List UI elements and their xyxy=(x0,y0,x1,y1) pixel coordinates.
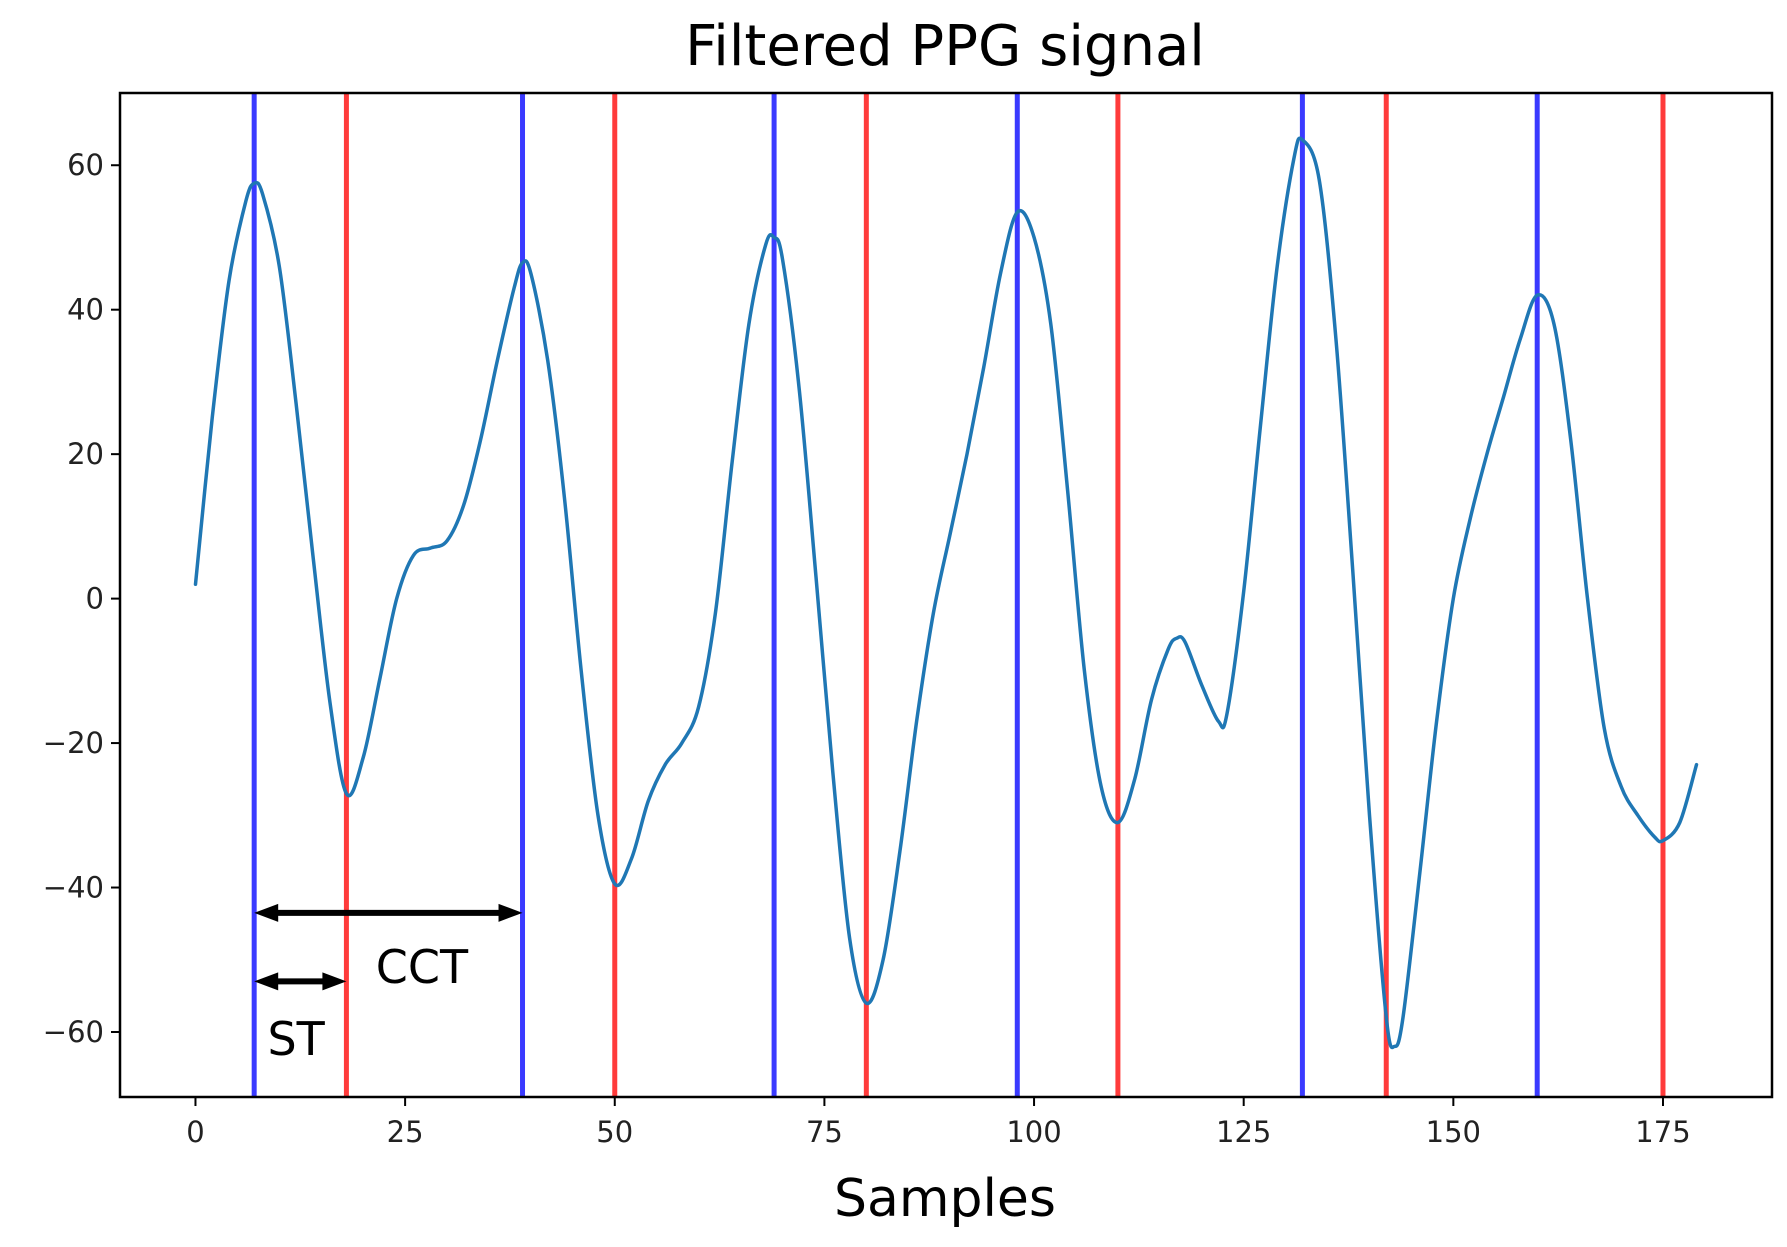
plot-inner xyxy=(193,93,1699,1097)
x-tick-label-6: 150 xyxy=(1426,1115,1481,1149)
cct-arrow-head-right xyxy=(498,903,523,922)
st-arrow-head-left xyxy=(254,972,279,991)
cct-arrow-head-left xyxy=(254,903,279,922)
annotations: CCT ST xyxy=(254,903,523,1066)
x-axis-label: Samples xyxy=(834,1169,1056,1229)
st-arrow-head-right xyxy=(322,972,347,991)
x-tick-label-4: 100 xyxy=(1006,1115,1061,1149)
y-tick-label-1: 40 xyxy=(67,293,104,327)
x-tick-label-7: 175 xyxy=(1635,1115,1690,1149)
cct-annotation: CCT xyxy=(254,903,523,994)
chart-title: Filtered PPG signal xyxy=(685,14,1205,79)
x-tick-label-3: 75 xyxy=(806,1115,843,1149)
y-tick-label-3: 0 xyxy=(86,582,104,616)
cct-label: CCT xyxy=(376,940,469,994)
x-tick-label-2: 50 xyxy=(596,1115,633,1149)
axis-ticks: 0 25 50 75 100 125 150 175 60 40 20 0 −20 −40 −60 xyxy=(43,148,1691,1149)
x-tick-label-5: 125 xyxy=(1216,1115,1271,1149)
y-tick-label-5: −40 xyxy=(43,871,104,905)
st-label: ST xyxy=(267,1012,325,1066)
y-tick-label-2: 20 xyxy=(67,437,104,471)
x-tick-label-1: 25 xyxy=(387,1115,424,1149)
series-line-0 xyxy=(193,136,1699,1050)
st-annotation: ST xyxy=(254,972,347,1066)
y-tick-label-6: −60 xyxy=(43,1015,104,1049)
axes-frame xyxy=(118,91,1774,1099)
y-tick-label-0: 60 xyxy=(67,148,104,182)
y-tick-label-4: −20 xyxy=(43,726,104,760)
x-tick-label-0: 0 xyxy=(186,1115,204,1149)
plot-area xyxy=(193,93,1699,1097)
